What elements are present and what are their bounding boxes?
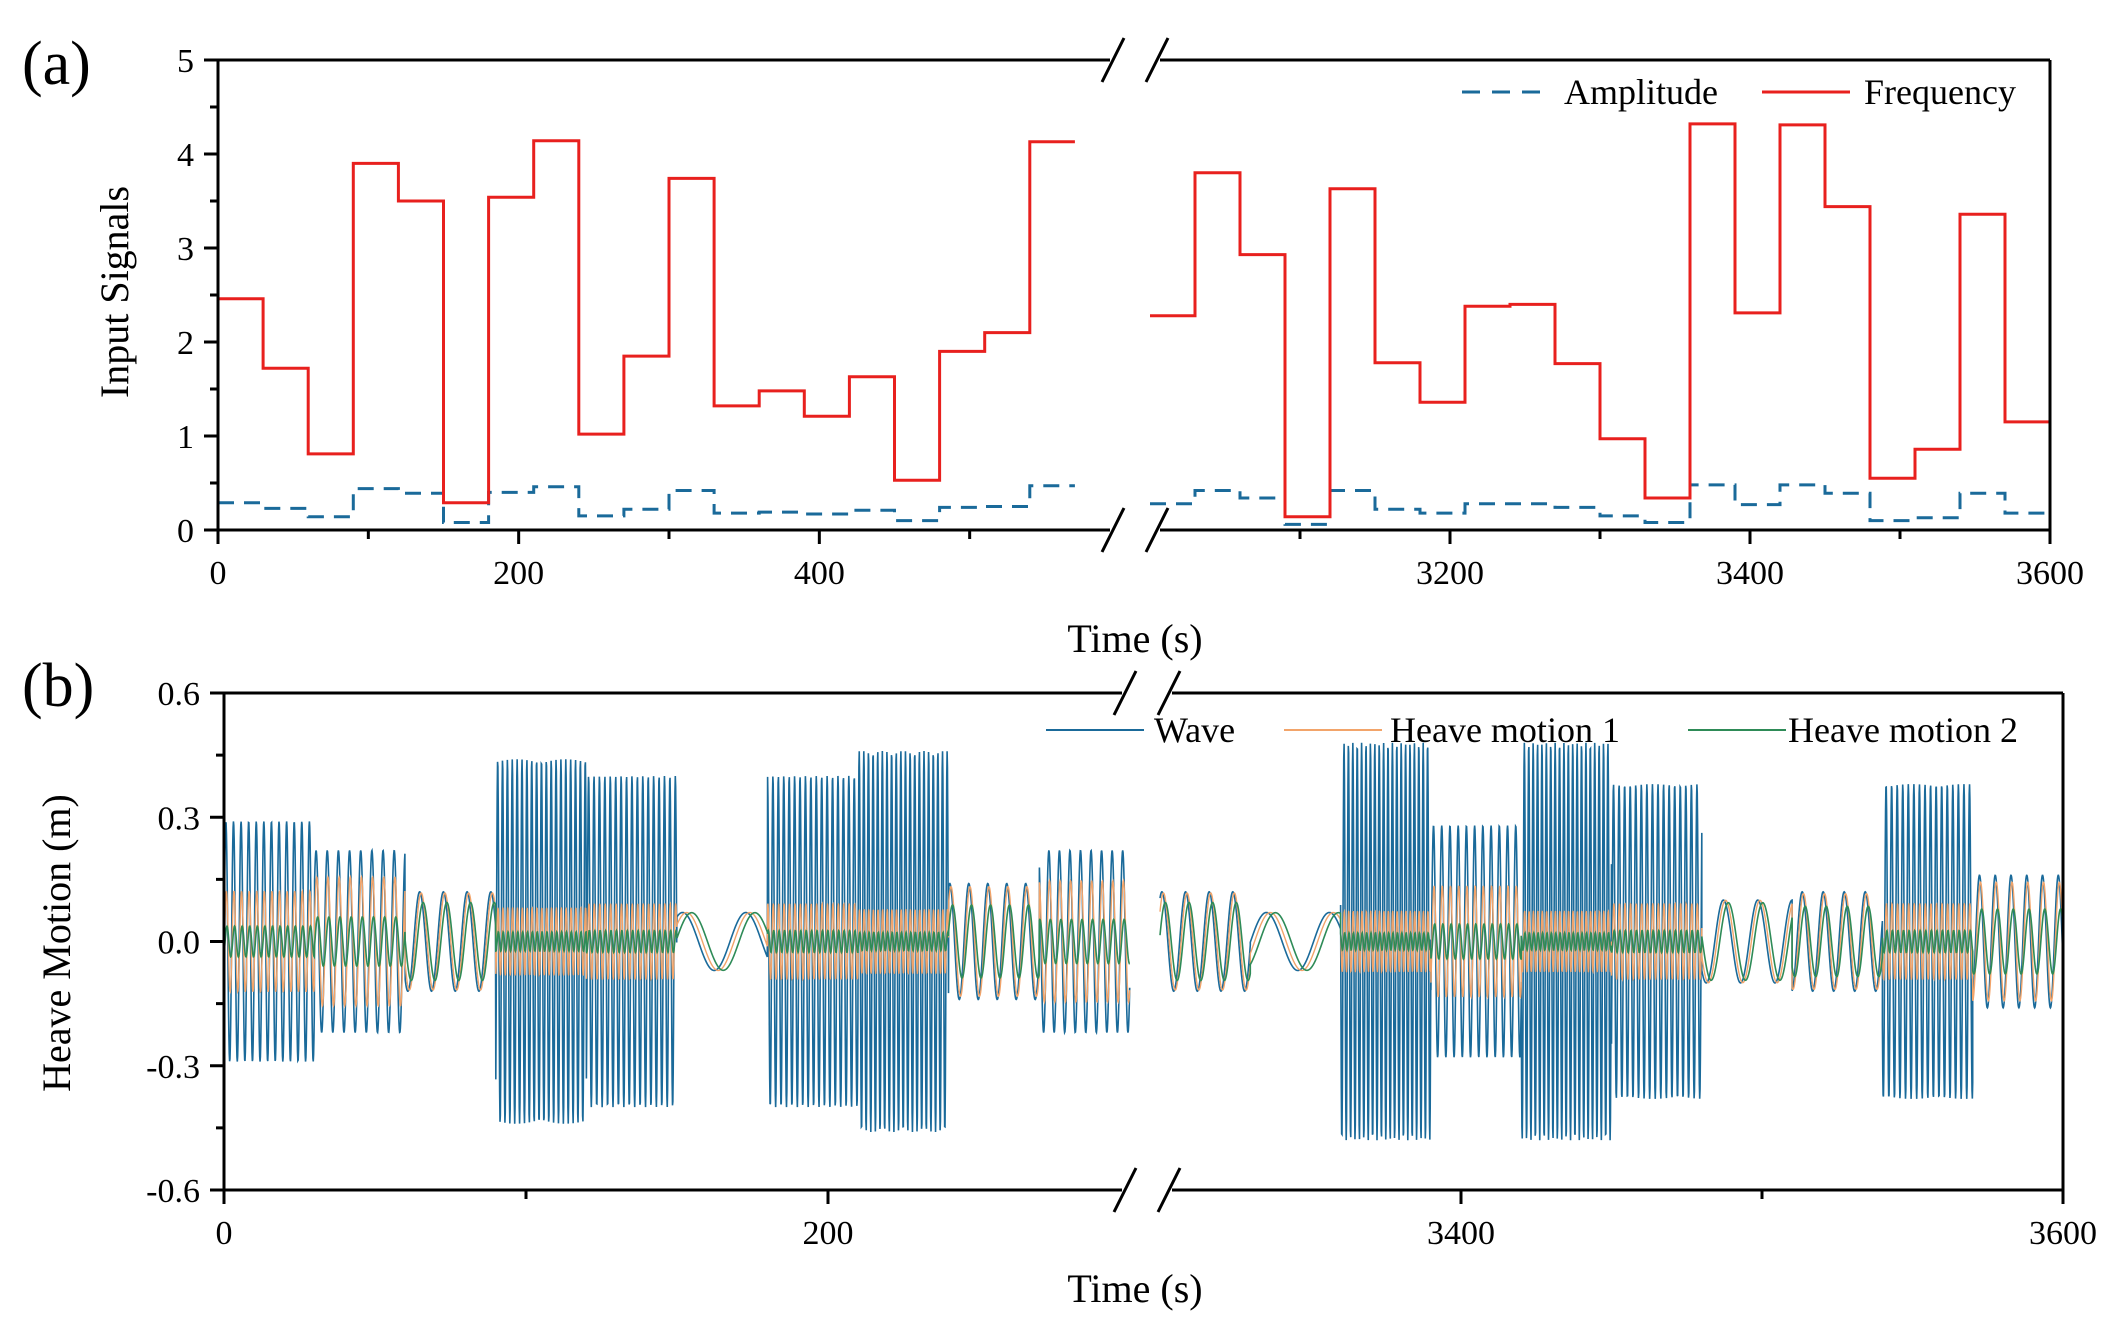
panel-a: (a) 0 1 2 3 4 5 0 200 400 3200 3400 3600 Input Sign… xyxy=(22,30,2084,661)
series-heave-motion-1-line-seg2 xyxy=(1159,881,2064,1003)
panel-a-plot-area xyxy=(218,122,2050,526)
panel-a-x-axis-title: Time (s) xyxy=(1067,616,1202,661)
panel-b-ytick-label: -0.3 xyxy=(146,1049,200,1086)
series-amplitude-line-seg1 xyxy=(218,484,1075,524)
panel-b-x-axis-title: Time (s) xyxy=(1067,1266,1202,1311)
panel-b-xtick-label: 3400 xyxy=(1427,1215,1495,1252)
panel-a-ytick-label: 0 xyxy=(177,513,194,550)
legend-label-amplitude: Amplitude xyxy=(1564,72,1718,112)
panel-b-top-break-mark-2 xyxy=(1156,670,1182,716)
panel-label-b: (b) xyxy=(22,652,94,720)
panel-a-xtick-label: 3400 xyxy=(1716,555,1784,592)
panel-b-ytick-label: -0.6 xyxy=(146,1173,200,1210)
panel-b-bottom-break-mark-2 xyxy=(1156,1167,1182,1213)
panel-a-legend: Amplitude Frequency xyxy=(1462,72,2016,112)
panel-b-top-break-mark-1 xyxy=(1112,670,1138,716)
panel-a-xtick-label: 400 xyxy=(794,555,845,592)
series-frequency-line-seg1 xyxy=(218,139,1075,505)
panel-a-ytick-label: 2 xyxy=(177,325,194,362)
panel-b-ytick-label: 0.0 xyxy=(158,925,201,962)
panel-a-ytick-label: 4 xyxy=(177,137,194,174)
panel-a-xtick-label: 0 xyxy=(210,555,227,592)
panel-a-axes: 0 1 2 3 4 5 0 200 400 3200 3400 3600 xyxy=(177,37,2084,592)
panel-b-xtick-label: 0 xyxy=(216,1215,233,1252)
panel-a-ytick-label: 3 xyxy=(177,231,194,268)
panel-a-xtick-label: 200 xyxy=(493,555,544,592)
panel-a-xtick-label: 3600 xyxy=(2016,555,2084,592)
panel-label-a: (a) xyxy=(22,30,91,98)
series-heave-motion-2-line-seg2 xyxy=(1159,901,2064,982)
panel-b-bottom-break-mark-1 xyxy=(1112,1167,1138,1213)
series-amplitude-line-seg2 xyxy=(1150,483,2050,526)
panel-b-legend: Wave Heave motion 1 Heave motion 2 xyxy=(1046,710,2018,750)
legend-label-frequency: Frequency xyxy=(1864,72,2016,112)
series-heave-motion-2-line-seg1 xyxy=(223,901,1131,982)
panel-b-plot-area xyxy=(223,742,2064,1141)
panel-a-top-break-mark-1 xyxy=(1100,37,1126,83)
panel-a-xtick-label: 3200 xyxy=(1416,555,1484,592)
panel-a-bottom-break-mark-2 xyxy=(1144,507,1170,553)
panel-a-ytick-label: 1 xyxy=(177,419,194,456)
panel-b-xtick-label: 3600 xyxy=(2029,1215,2097,1252)
panel-a-y-axis-title: Input Signals xyxy=(92,186,137,398)
panel-b: (b) -0.6 -0.3 0.0 0.3 0.6 0 200 3400 3600 Heave … xyxy=(22,652,2097,1311)
panel-a-bottom-break-mark-1 xyxy=(1100,507,1126,553)
legend-label-wave: Wave xyxy=(1154,710,1235,750)
panel-b-y-axis-title: Heave Motion (m) xyxy=(34,794,79,1092)
series-frequency-line-seg2 xyxy=(1150,122,2050,519)
legend-label-heave-motion-2: Heave motion 2 xyxy=(1788,710,2018,750)
panel-a-top-break-mark-2 xyxy=(1144,37,1170,83)
panel-b-ytick-label: 0.6 xyxy=(158,676,201,713)
panel-a-ytick-label: 5 xyxy=(177,43,194,80)
panel-b-ytick-label: 0.3 xyxy=(158,800,201,837)
series-wave-line-seg1 xyxy=(223,750,1131,1132)
panel-b-xtick-label: 200 xyxy=(803,1215,854,1252)
panel-b-axes: -0.6 -0.3 0.0 0.3 0.6 0 200 3400 3600 xyxy=(146,670,2097,1252)
legend-label-heave-motion-1: Heave motion 1 xyxy=(1390,710,1620,750)
